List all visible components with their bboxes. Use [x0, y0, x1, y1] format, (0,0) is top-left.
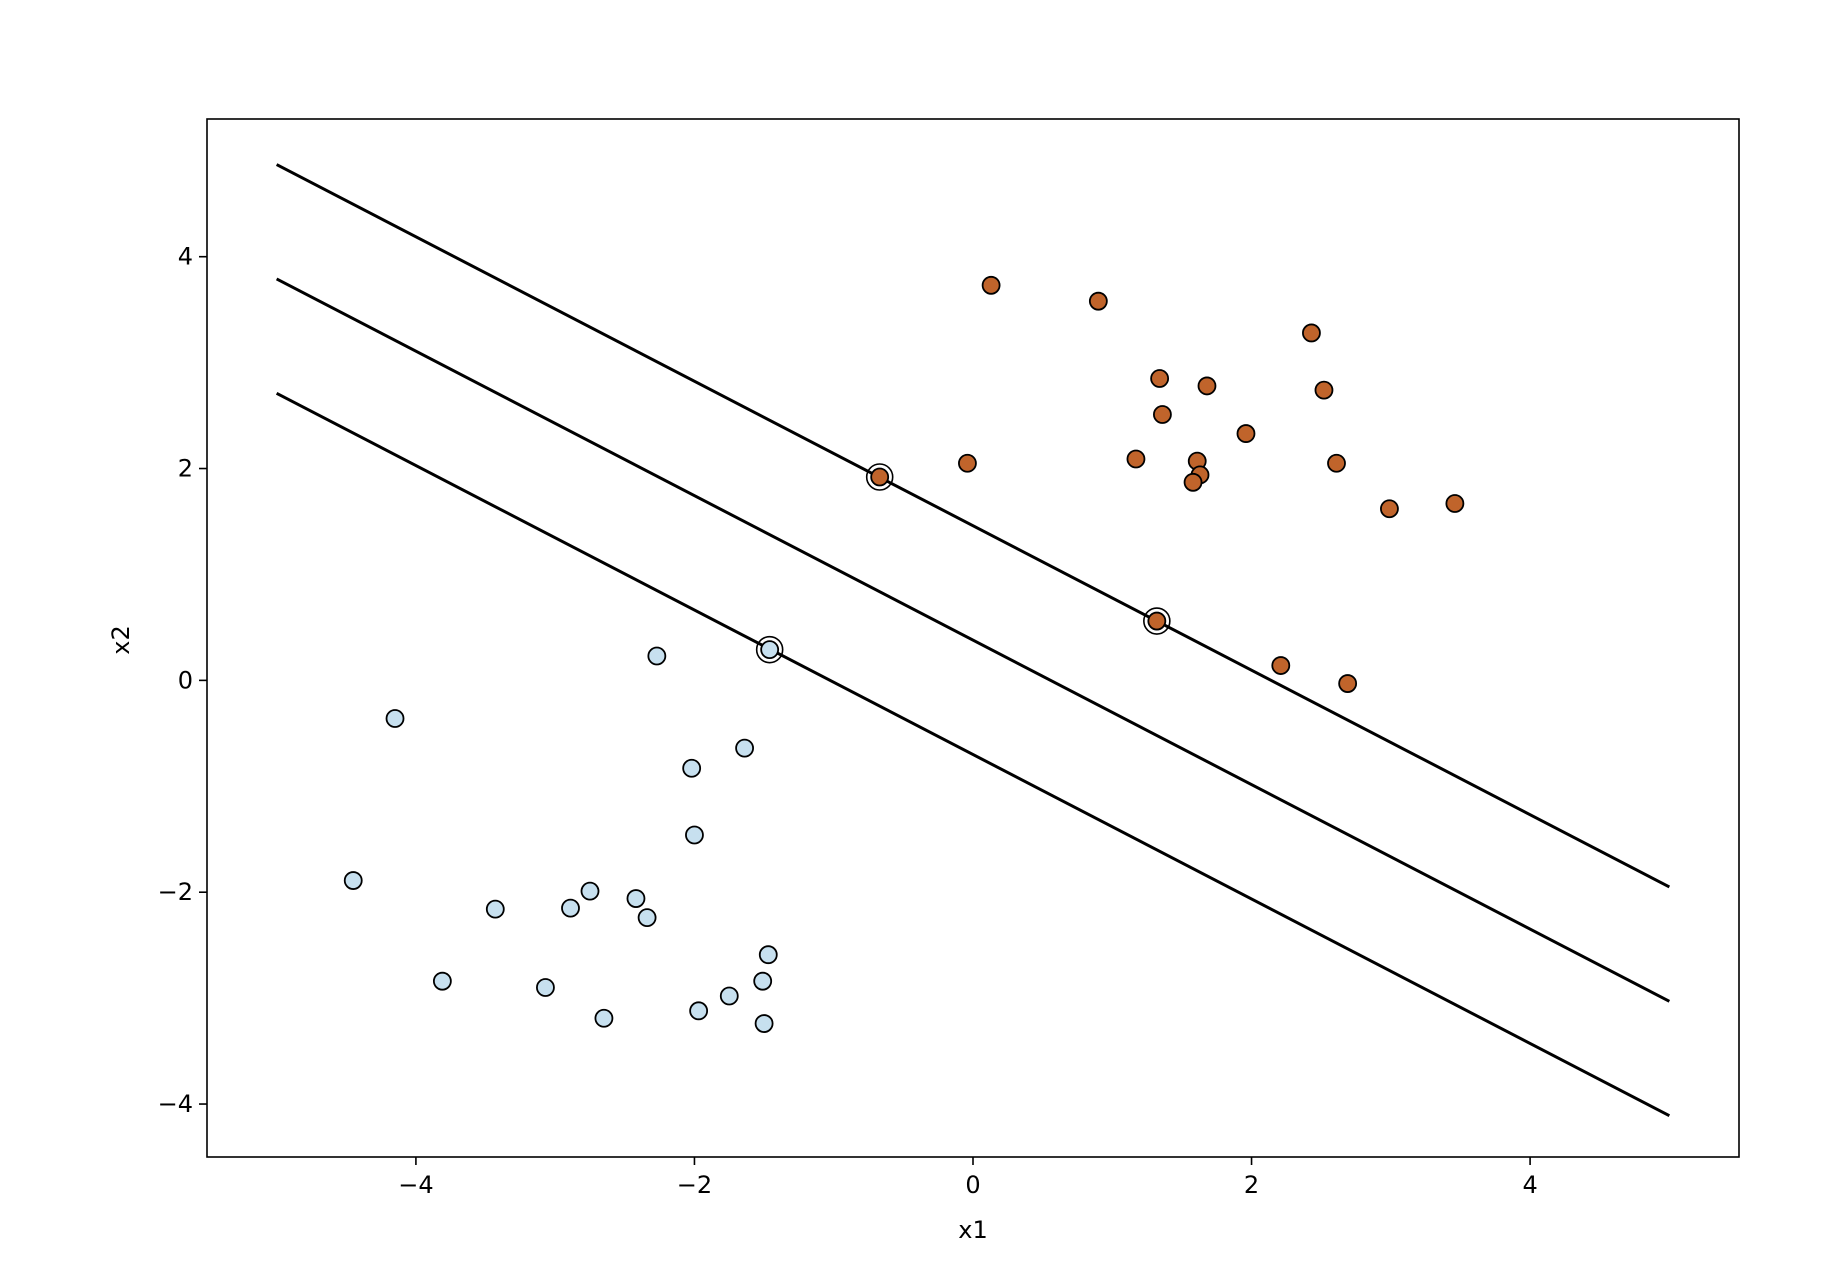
data-point-class-0: [580, 881, 600, 901]
y-tick-label: 2: [178, 455, 193, 483]
data-point-class-1: [958, 453, 977, 473]
margin-line-upper: [275, 163, 1671, 889]
margin-line-lower: [275, 391, 1671, 1118]
data-point-class-0: [385, 709, 405, 728]
y-axis-ticks: −4 −2 0 2 4: [158, 243, 207, 1118]
data-point-class-1: [1271, 656, 1291, 675]
support-vector-marker: [1143, 607, 1171, 635]
data-point-class-1: [1338, 674, 1358, 693]
data-point-class-0: [753, 971, 773, 991]
x-axis-ticks: −4 −2 0 2 4: [398, 1157, 1538, 1199]
data-point-class-1: [1236, 424, 1256, 443]
support-vector-marker: [865, 463, 894, 491]
data-point-class-0: [647, 646, 667, 666]
data-points: [343, 275, 1465, 1033]
data-point-class-1: [1126, 449, 1146, 469]
data-point-class-0: [685, 825, 704, 845]
data-point-class-0: [626, 889, 646, 908]
y-tick-label: −2: [158, 878, 193, 906]
data-point-class-0: [689, 1001, 709, 1021]
data-point-class-1: [1314, 380, 1334, 400]
x-axis-label: x1: [958, 1216, 987, 1244]
data-point-class-0: [754, 1014, 774, 1033]
data-point-class-0: [758, 945, 778, 965]
data-point-class-1: [1183, 472, 1203, 492]
data-point-class-0: [485, 899, 505, 919]
data-point-class-1: [1327, 453, 1346, 473]
data-point-class-0: [343, 871, 363, 890]
y-axis-label: x2: [107, 625, 135, 654]
data-point-class-0: [682, 758, 702, 778]
y-tick-label: 0: [178, 666, 193, 694]
data-point-class-1: [1088, 291, 1108, 311]
data-point-class-1: [870, 467, 890, 487]
data-point-class-0: [561, 898, 580, 918]
decision-boundary-line: [275, 277, 1671, 1003]
decision-lines: [275, 163, 1671, 1118]
data-point-class-1: [1445, 494, 1465, 513]
x-tick-label: −4: [398, 1171, 433, 1199]
support-vector-marker: [755, 635, 784, 664]
data-point-class-0: [760, 640, 780, 660]
x-tick-label: −2: [677, 1171, 712, 1199]
data-point-class-1: [1150, 369, 1170, 388]
data-point-class-0: [637, 908, 657, 928]
data-point-class-1: [1302, 323, 1321, 343]
data-point-class-0: [536, 978, 555, 997]
data-point-class-0: [432, 971, 452, 991]
data-point-class-1: [1153, 405, 1172, 424]
data-point-class-0: [594, 1008, 614, 1028]
x-tick-label: 2: [1244, 1171, 1259, 1199]
data-point-class-0: [735, 738, 754, 758]
data-point-class-1: [1197, 376, 1217, 396]
data-point-class-1: [1147, 611, 1167, 631]
support-vectors: [755, 463, 1171, 664]
y-tick-label: 4: [178, 243, 193, 271]
data-point-class-1: [1380, 499, 1399, 519]
data-point-class-1: [981, 275, 1001, 295]
x-tick-label: 0: [965, 1171, 980, 1199]
y-tick-label: −4: [158, 1090, 193, 1118]
data-point-class-0: [719, 986, 739, 1006]
x-tick-label: 4: [1522, 1171, 1537, 1199]
